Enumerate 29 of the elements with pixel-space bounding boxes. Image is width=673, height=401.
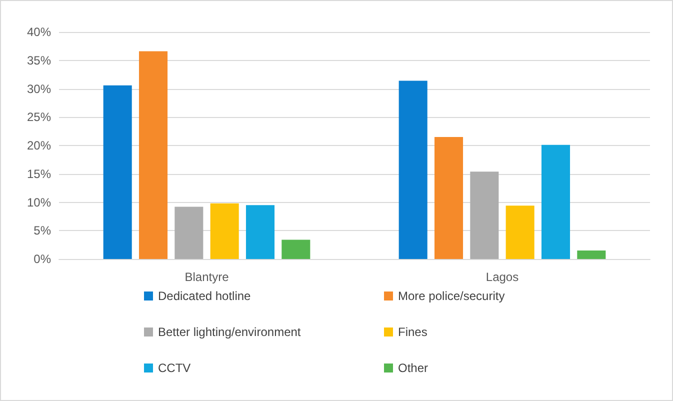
bar	[398, 80, 428, 259]
y-tick-label: 35%	[26, 53, 52, 68]
bar	[434, 136, 464, 259]
bar	[103, 85, 132, 259]
x-tick-label: Lagos	[486, 270, 519, 284]
x-tick-label: Blantyre	[184, 270, 230, 284]
legend-label: CCTV	[158, 361, 191, 375]
legend-label: Fines	[398, 325, 428, 339]
legend-label: Other	[398, 361, 428, 375]
bar	[577, 250, 606, 259]
bar	[470, 172, 499, 259]
bar	[282, 240, 310, 259]
bar	[541, 144, 570, 259]
y-tick-label: 0%	[34, 252, 52, 266]
bar	[506, 206, 534, 259]
y-tick-label: 20%	[26, 138, 52, 152]
y-tick-label: 25%	[26, 110, 52, 124]
bar	[210, 203, 239, 259]
legend-label: Better lighting/environment	[158, 325, 302, 339]
bar	[138, 51, 168, 259]
y-tick-label: 10%	[26, 195, 52, 210]
y-tick-label: 15%	[26, 166, 52, 181]
legend-label: Dedicated hotline	[158, 289, 252, 303]
y-tick-label: 40%	[26, 25, 52, 39]
y-tick-label: 30%	[26, 82, 52, 96]
legend-label: More police/security	[398, 289, 505, 303]
bar	[174, 206, 204, 259]
bar	[246, 205, 275, 259]
y-tick-label: 5%	[34, 224, 52, 238]
